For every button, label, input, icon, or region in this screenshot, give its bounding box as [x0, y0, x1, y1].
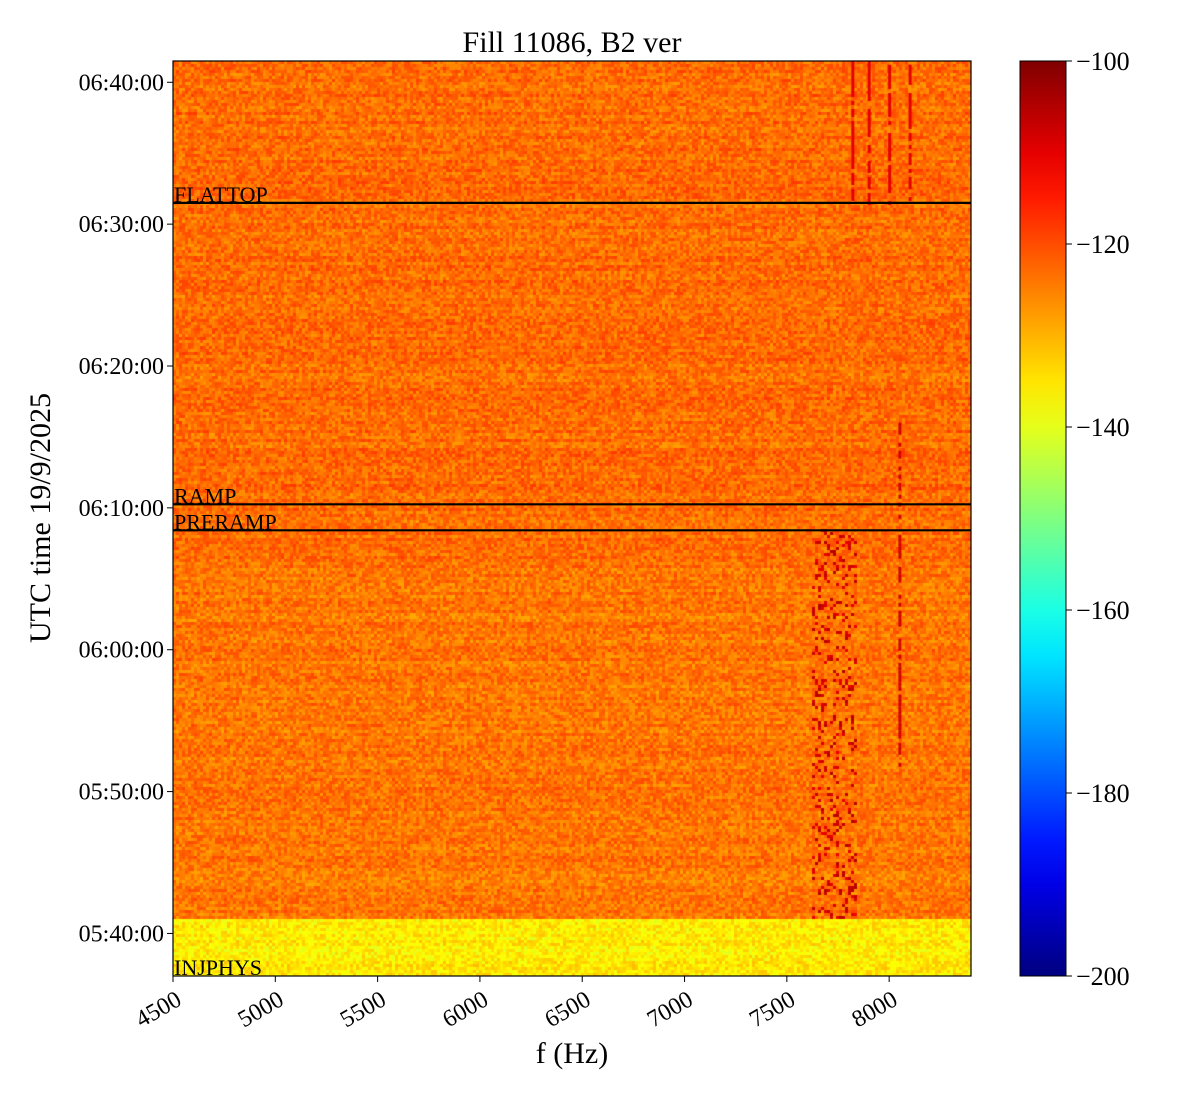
- y-tick-label: 06:10:00: [79, 496, 164, 522]
- colorbar-tick-label: −140: [1076, 413, 1130, 442]
- y-tick-label: 06:30:00: [79, 212, 164, 238]
- x-tick-label: 6000: [438, 987, 493, 1034]
- phase-label: FLATTOP: [174, 182, 268, 207]
- x-tick-label: 6500: [541, 987, 596, 1034]
- phase-label: PRERAMP: [174, 509, 277, 534]
- colorbar-tick-label: −200: [1076, 962, 1130, 991]
- y-tick-label: 05:40:00: [79, 921, 164, 947]
- colorbar-tick-label: −100: [1076, 47, 1130, 76]
- spectrogram-image: [173, 61, 971, 976]
- y-tick-label: 06:20:00: [79, 354, 164, 380]
- colorbar-tick-label: −180: [1076, 779, 1130, 808]
- colorbar-gradient: [1019, 60, 1067, 977]
- chart-title: Fill 11086, B2 ver: [463, 26, 682, 59]
- colorbar: −100 −120 −140 −160 −180 −200: [1019, 47, 1130, 991]
- x-tick-label: 7000: [643, 987, 698, 1034]
- x-tick-label: 8000: [848, 987, 903, 1034]
- x-tick-label: 7500: [745, 987, 800, 1034]
- x-tick-label: 4500: [131, 987, 186, 1034]
- x-axis-label: f (Hz): [536, 1037, 608, 1070]
- phase-label: INJPHYS: [174, 955, 262, 980]
- colorbar-tick-label: −160: [1076, 596, 1130, 625]
- y-tick-label: 06:00:00: [79, 638, 164, 664]
- phase-label: RAMP: [174, 483, 236, 508]
- x-tick-label: 5000: [234, 987, 289, 1034]
- y-tick-label: 05:50:00: [79, 780, 164, 806]
- colorbar-tick-label: −120: [1076, 230, 1130, 259]
- x-axis: 4500 5000 5500 6000 6500 7000 7500 8000: [131, 976, 902, 1033]
- y-axis-label: UTC time 19/9/2025: [24, 393, 57, 643]
- y-axis: 05:40:00 05:50:00 06:00:00 06:10:00 06:20:00…: [79, 70, 173, 947]
- x-tick-label: 5500: [336, 987, 391, 1034]
- plot-area: [172, 60, 972, 977]
- plot-frame: [172, 60, 972, 977]
- y-tick-label: 06:40:00: [79, 70, 164, 96]
